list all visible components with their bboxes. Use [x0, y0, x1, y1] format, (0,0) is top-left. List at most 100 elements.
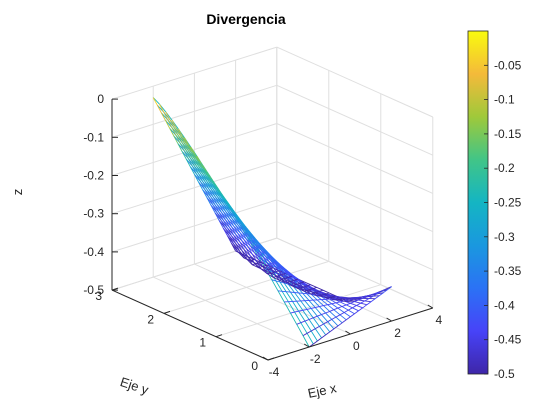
mesh-line [194, 158, 200, 167]
mesh-line [156, 104, 162, 114]
mesh-line [283, 269, 289, 275]
mesh-line [268, 271, 274, 278]
mesh-line [308, 317, 314, 320]
mesh-line [245, 238, 251, 247]
mesh-line [383, 289, 388, 294]
mesh-line [327, 303, 332, 306]
mesh-line [283, 277, 288, 280]
mesh-line [262, 264, 267, 267]
mesh-line [331, 295, 336, 298]
mesh-line [302, 332, 308, 336]
z-tick-label: -0.5 [83, 283, 104, 297]
mesh-line [306, 330, 312, 334]
mesh-line [186, 143, 191, 152]
mesh-line [245, 258, 251, 262]
mesh-line [252, 254, 257, 262]
mesh-line [378, 292, 384, 297]
mesh-line [202, 167, 208, 176]
colorbar-tick-label: -0.4 [494, 298, 515, 312]
mesh-line [183, 150, 189, 159]
mesh-line [171, 127, 177, 136]
mesh-line [173, 127, 179, 136]
colorbar-tick-label: -0.15 [494, 127, 522, 141]
mesh-line [171, 119, 177, 128]
mesh-line [184, 137, 189, 146]
colorbar-tick-label: -0.05 [494, 58, 522, 72]
mesh-line [310, 328, 316, 332]
mesh-line [277, 265, 282, 271]
mesh-line [196, 173, 201, 182]
mesh-line [327, 293, 332, 297]
mesh-line [212, 196, 218, 205]
mesh-line [216, 212, 222, 221]
mesh-line [200, 166, 206, 175]
mesh-line [380, 288, 386, 292]
mesh-line [252, 235, 258, 241]
mesh-line [235, 218, 241, 226]
mesh-line [268, 255, 274, 261]
grid-line [276, 123, 434, 194]
mesh-line [268, 267, 274, 270]
mesh-line [196, 155, 202, 164]
colorbar-tick-label: -0.5 [494, 367, 515, 381]
mesh-line [287, 271, 293, 276]
mesh-line [387, 286, 392, 290]
mesh-line [185, 158, 191, 167]
mesh-line [277, 274, 282, 277]
mesh-line [283, 276, 289, 283]
mesh-line [374, 295, 380, 300]
mesh-line [315, 306, 320, 308]
mesh-line [235, 234, 241, 243]
mesh-line [294, 310, 299, 313]
mesh-line [348, 307, 353, 311]
mesh-line [291, 278, 297, 285]
mesh-line [306, 290, 311, 295]
mesh-line [239, 241, 245, 250]
grid-line [111, 84, 277, 138]
mesh-line [181, 142, 187, 151]
mesh-line [196, 165, 202, 175]
mesh-line [208, 181, 214, 190]
mesh-line [198, 173, 204, 182]
mesh-line [256, 251, 262, 259]
mesh-line [349, 299, 355, 302]
mesh-line [252, 237, 258, 245]
mesh-line [254, 244, 260, 251]
mesh-line [187, 158, 193, 167]
mesh-line [235, 225, 241, 234]
mesh-line [333, 325, 339, 330]
mesh-line [169, 128, 175, 137]
mesh-line [319, 305, 324, 308]
mesh-line [179, 142, 185, 151]
mesh-line [290, 311, 295, 314]
mesh-line [181, 135, 187, 145]
mesh-line [229, 218, 235, 227]
mesh-line [299, 281, 305, 284]
mesh-line [239, 224, 245, 232]
mesh-line [258, 265, 263, 269]
mesh-line [341, 304, 347, 307]
mesh-line [262, 256, 268, 264]
mesh-line [196, 159, 202, 168]
mesh-line [277, 273, 282, 280]
mesh-line [354, 310, 359, 315]
mesh-line [275, 270, 280, 273]
back-grid [111, 46, 434, 361]
mesh-line [185, 150, 191, 159]
x-tick-label: -4 [269, 365, 280, 379]
mesh-line [223, 198, 229, 206]
mesh-line [248, 238, 253, 246]
mesh-line [227, 202, 233, 210]
mesh-line [295, 282, 301, 285]
mesh-line [360, 300, 366, 304]
mesh-line [285, 269, 291, 275]
mesh-line [339, 312, 345, 316]
mesh-line [325, 310, 330, 314]
mesh-line [219, 191, 225, 199]
y-axis-line [111, 289, 269, 361]
mesh-line [333, 307, 339, 311]
mesh-line [210, 196, 216, 206]
mesh-line [343, 296, 349, 299]
mesh-line [279, 281, 285, 284]
